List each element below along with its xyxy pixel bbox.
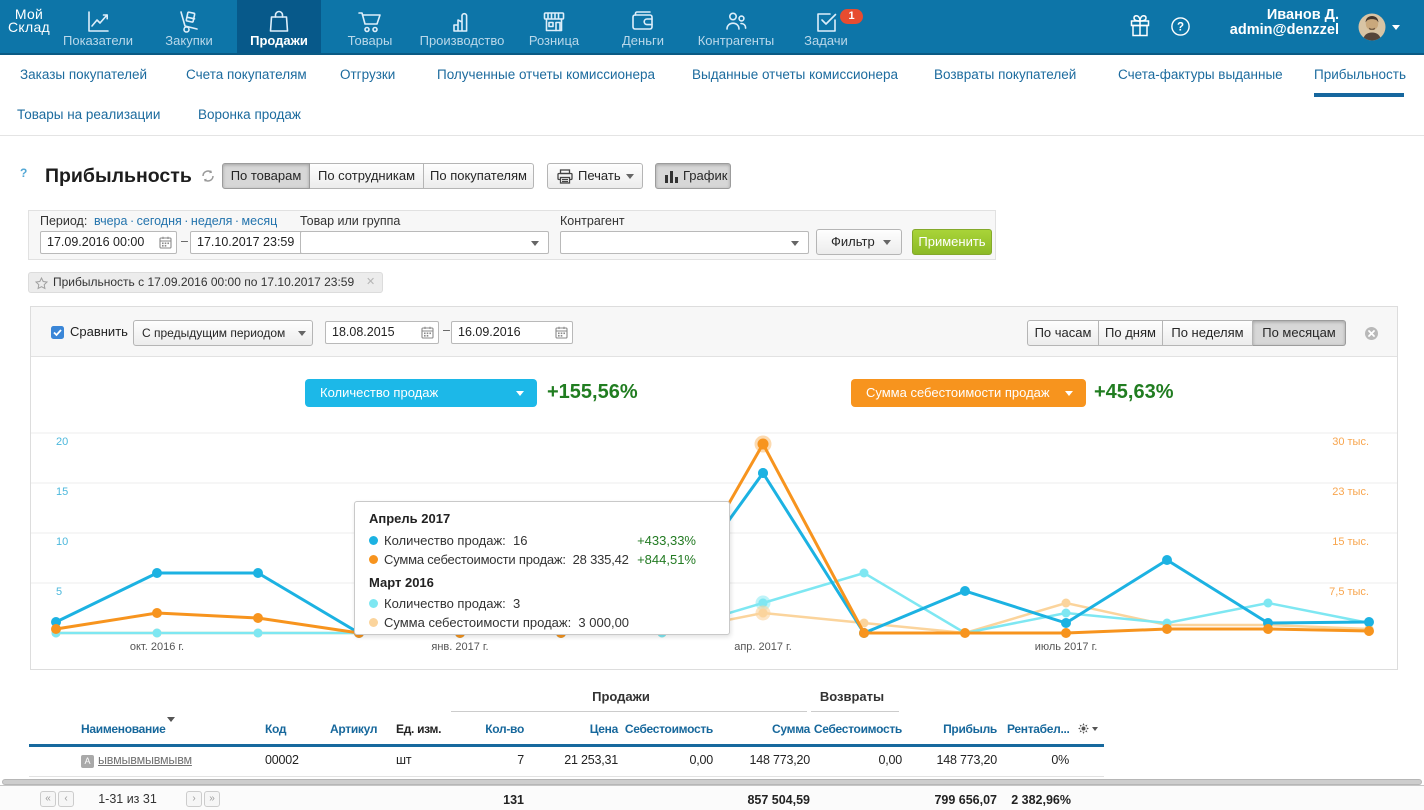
svg-text:23 тыс.: 23 тыс. (1332, 486, 1369, 498)
svg-text:20: 20 (56, 436, 68, 448)
svg-text:30 тыс.: 30 тыс. (1332, 436, 1369, 448)
svg-text:15 тыс.: 15 тыс. (1332, 536, 1369, 548)
svg-text:10: 10 (56, 536, 68, 548)
svg-text:окт. 2016 г.: окт. 2016 г. (130, 641, 184, 653)
svg-text:июль 2017 г.: июль 2017 г. (1035, 641, 1098, 653)
svg-text:15: 15 (56, 486, 68, 498)
svg-text:апр. 2017 г.: апр. 2017 г. (734, 641, 792, 653)
svg-text:5: 5 (56, 586, 62, 598)
svg-text:?: ? (1177, 22, 1184, 34)
svg-text:7,5 тыс.: 7,5 тыс. (1329, 586, 1369, 598)
svg-text:янв. 2017 г.: янв. 2017 г. (431, 641, 488, 653)
